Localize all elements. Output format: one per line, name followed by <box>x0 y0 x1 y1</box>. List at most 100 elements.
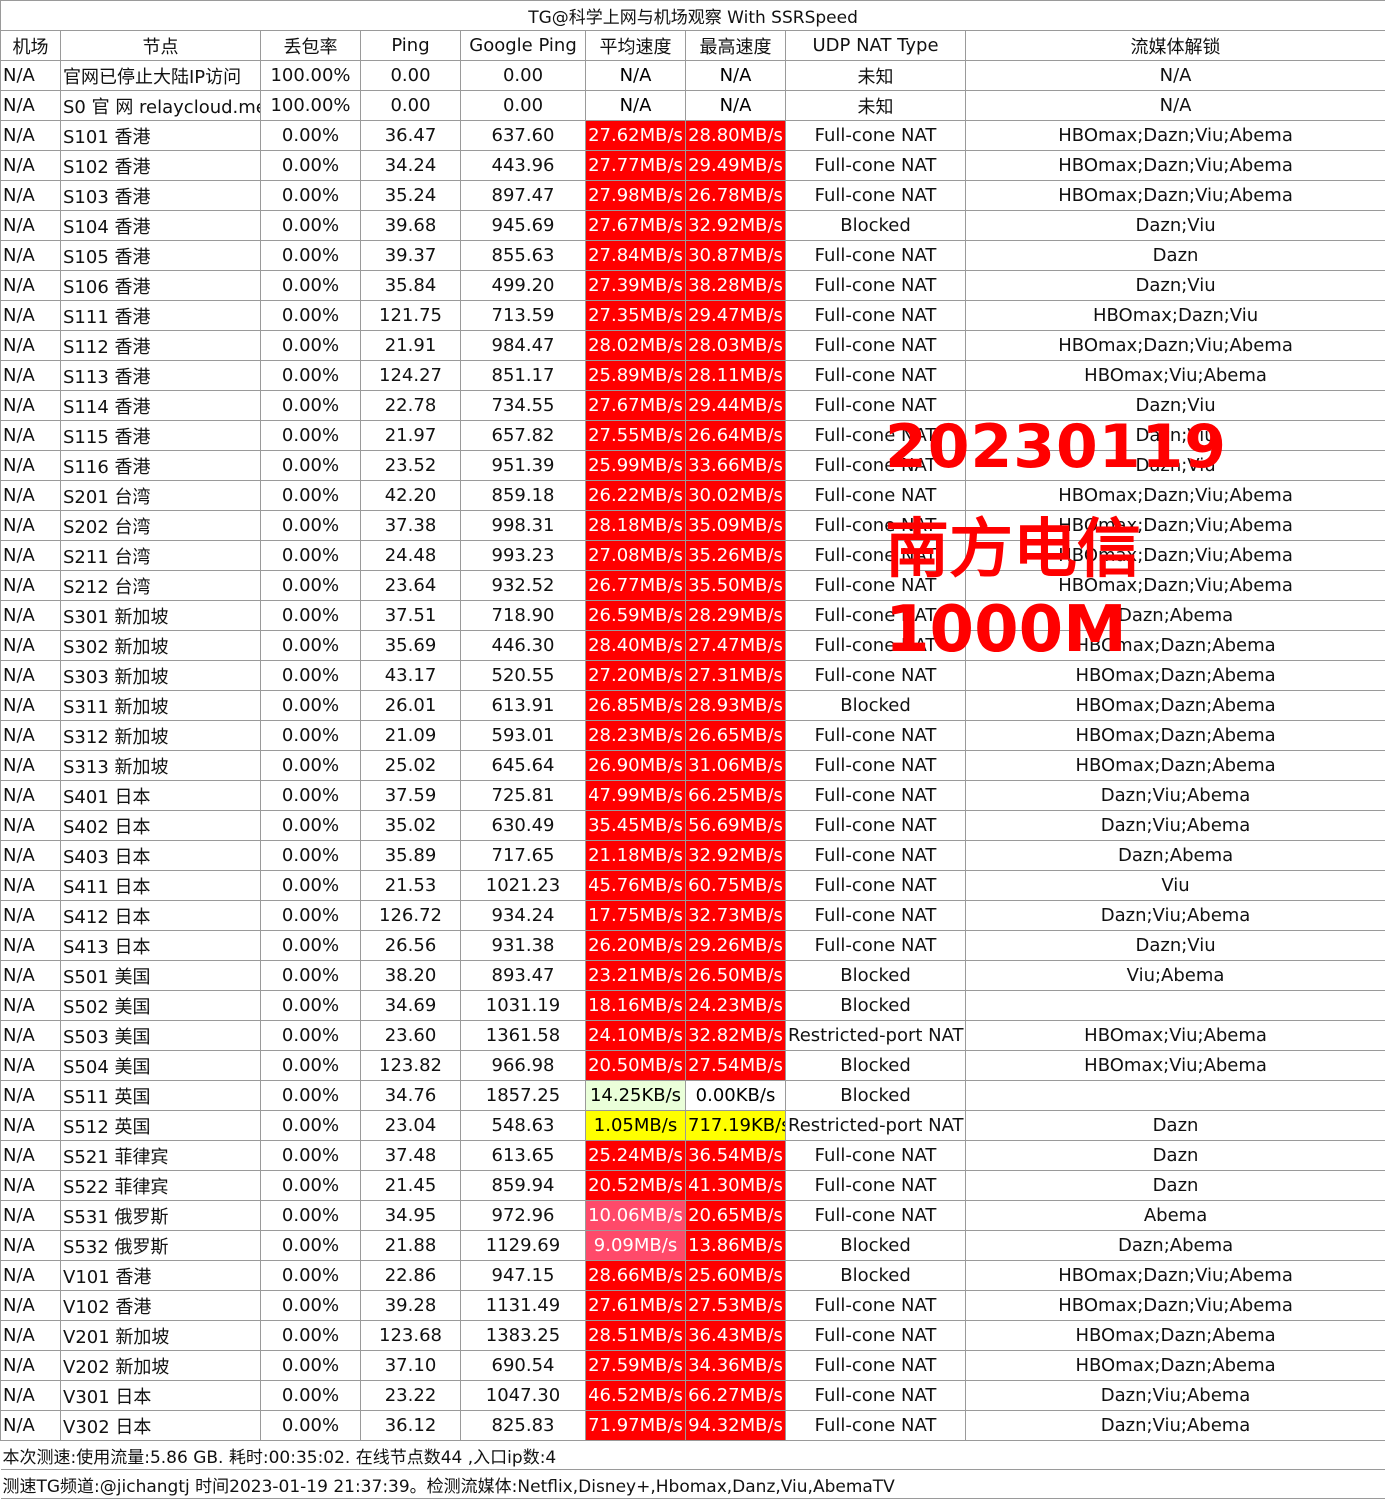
cell-loss: 0.00% <box>260 990 361 1021</box>
table-row: N/A S101 香港 0.00% 36.47 637.60 27.62MB/s 28.80… <box>0 120 1385 151</box>
cell-airport: N/A <box>0 600 61 631</box>
cell-airport: N/A <box>0 330 61 361</box>
cell-node: S303 新加坡 <box>60 660 261 691</box>
cell-max-speed: 20.65MB/s <box>685 1200 786 1231</box>
cell-max-speed: 28.80MB/s <box>685 120 786 151</box>
cell-media-unlock: Viu;Abema <box>964 960 1385 991</box>
cell-media-unlock: HBOmax;Dazn;Viu;Abema <box>964 1290 1385 1321</box>
cell-airport: N/A <box>0 720 61 751</box>
cell-loss: 0.00% <box>260 180 361 211</box>
cell-ping: 37.48 <box>360 1140 461 1171</box>
col-header-ping: Ping <box>360 30 461 61</box>
cell-loss: 0.00% <box>260 150 361 181</box>
cell-google-ping: 1131.49 <box>460 1290 586 1321</box>
cell-avg-speed: 27.77MB/s <box>585 150 686 181</box>
cell-google-ping: 725.81 <box>460 780 586 811</box>
cell-nat-type: Full-cone NAT <box>785 660 966 691</box>
cell-nat-type: Full-cone NAT <box>785 720 966 751</box>
cell-ping: 34.69 <box>360 990 461 1021</box>
cell-nat-type: Full-cone NAT <box>785 120 966 151</box>
cell-ping: 21.97 <box>360 420 461 451</box>
cell-nat-type: Full-cone NAT <box>785 870 966 901</box>
cell-avg-speed: 26.59MB/s <box>585 600 686 631</box>
cell-media-unlock: Dazn;Viu <box>964 450 1385 481</box>
cell-google-ping: 0.00 <box>460 60 586 91</box>
cell-ping: 39.28 <box>360 1290 461 1321</box>
cell-nat-type: Full-cone NAT <box>785 780 966 811</box>
cell-media-unlock: Dazn <box>964 240 1385 271</box>
cell-node: S115 香港 <box>60 420 261 451</box>
cell-media-unlock: HBOmax;Dazn;Abema <box>964 720 1385 751</box>
cell-airport: N/A <box>0 1020 61 1051</box>
cell-nat-type: Full-cone NAT <box>785 570 966 601</box>
cell-google-ping: 984.47 <box>460 330 586 361</box>
table-row: N/A S403 日本 0.00% 35.89 717.65 21.18MB/s 32.92… <box>0 840 1385 871</box>
cell-node: S531 俄罗斯 <box>60 1200 261 1231</box>
cell-avg-speed: 26.85MB/s <box>585 690 686 721</box>
cell-ping: 21.53 <box>360 870 461 901</box>
cell-airport: N/A <box>0 1380 61 1411</box>
cell-media-unlock: HBOmax;Dazn;Abema <box>964 1320 1385 1351</box>
cell-ping: 35.84 <box>360 270 461 301</box>
cell-google-ping: 972.96 <box>460 1200 586 1231</box>
cell-avg-speed: 24.10MB/s <box>585 1020 686 1051</box>
cell-nat-type: Full-cone NAT <box>785 270 966 301</box>
cell-media-unlock: HBOmax;Dazn;Viu;Abema <box>964 180 1385 211</box>
cell-google-ping: 637.60 <box>460 120 586 151</box>
cell-max-speed: 36.54MB/s <box>685 1140 786 1171</box>
cell-max-speed: 34.36MB/s <box>685 1350 786 1381</box>
cell-node: S101 香港 <box>60 120 261 151</box>
cell-node: S312 新加坡 <box>60 720 261 751</box>
table-row: N/A 官网已停止大陆IP访问 100.00% 0.00 0.00 N/A N/A 未知 N/A <box>0 60 1385 91</box>
cell-avg-speed: 9.09MB/s <box>585 1230 686 1261</box>
table-row: N/A S413 日本 0.00% 26.56 931.38 26.20MB/s 29.26… <box>0 930 1385 961</box>
cell-nat-type: Blocked <box>785 1080 966 1111</box>
cell-node: S504 美国 <box>60 1050 261 1081</box>
cell-loss: 0.00% <box>260 870 361 901</box>
cell-nat-type: Full-cone NAT <box>785 900 966 931</box>
cell-max-speed: 33.66MB/s <box>685 450 786 481</box>
cell-loss: 0.00% <box>260 900 361 931</box>
cell-loss: 0.00% <box>260 1320 361 1351</box>
cell-ping: 37.10 <box>360 1350 461 1381</box>
table-row: N/A S301 新加坡 0.00% 37.51 718.90 26.59MB/s 28.2… <box>0 600 1385 631</box>
cell-avg-speed: 20.52MB/s <box>585 1170 686 1201</box>
cell-ping: 21.91 <box>360 330 461 361</box>
cell-max-speed: 32.82MB/s <box>685 1020 786 1051</box>
cell-media-unlock: Dazn;Viu;Abema <box>964 900 1385 931</box>
cell-media-unlock: HBOmax;Dazn;Viu <box>964 300 1385 331</box>
cell-media-unlock: Dazn;Abema <box>964 840 1385 871</box>
cell-max-speed: 28.93MB/s <box>685 690 786 721</box>
cell-ping: 34.76 <box>360 1080 461 1111</box>
cell-media-unlock: HBOmax;Dazn;Viu;Abema <box>964 480 1385 511</box>
cell-node: S105 香港 <box>60 240 261 271</box>
cell-nat-type: Full-cone NAT <box>785 1200 966 1231</box>
cell-google-ping: 645.64 <box>460 750 586 781</box>
cell-media-unlock: Abema <box>964 1200 1385 1231</box>
cell-google-ping: 717.65 <box>460 840 586 871</box>
cell-loss: 0.00% <box>260 450 361 481</box>
cell-nat-type: Full-cone NAT <box>785 930 966 961</box>
cell-ping: 23.64 <box>360 570 461 601</box>
cell-google-ping: 1857.25 <box>460 1080 586 1111</box>
table-row: N/A V101 香港 0.00% 22.86 947.15 28.66MB/s 25.60… <box>0 1260 1385 1291</box>
cell-media-unlock: HBOmax;Dazn;Viu;Abema <box>964 1260 1385 1291</box>
cell-avg-speed: 27.59MB/s <box>585 1350 686 1381</box>
cell-google-ping: 859.18 <box>460 480 586 511</box>
cell-loss: 0.00% <box>260 630 361 661</box>
cell-ping: 34.24 <box>360 150 461 181</box>
cell-avg-speed: 28.02MB/s <box>585 330 686 361</box>
cell-loss: 0.00% <box>260 390 361 421</box>
table-row: N/A S412 日本 0.00% 126.72 934.24 17.75MB/s 32.7… <box>0 900 1385 931</box>
cell-ping: 126.72 <box>360 900 461 931</box>
cell-nat-type: Blocked <box>785 1230 966 1261</box>
cell-ping: 37.51 <box>360 600 461 631</box>
cell-max-speed: 27.47MB/s <box>685 630 786 661</box>
table-row: N/A S104 香港 0.00% 39.68 945.69 27.67MB/s 32.92… <box>0 210 1385 241</box>
cell-google-ping: 998.31 <box>460 510 586 541</box>
cell-ping: 43.17 <box>360 660 461 691</box>
cell-nat-type: Full-cone NAT <box>785 1290 966 1321</box>
cell-max-speed: 13.86MB/s <box>685 1230 786 1261</box>
cell-media-unlock: Dazn;Abema <box>964 600 1385 631</box>
